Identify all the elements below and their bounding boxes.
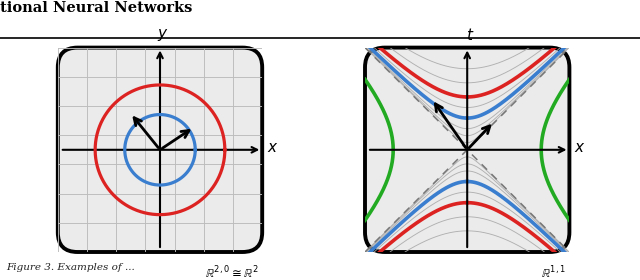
- FancyBboxPatch shape: [58, 48, 262, 252]
- Text: $y$: $y$: [157, 27, 168, 43]
- Text: tional Neural Networks: tional Neural Networks: [0, 1, 193, 15]
- Text: $\mathbb{R}^{1,1}$: $\mathbb{R}^{1,1}$: [541, 265, 566, 280]
- Text: $\mathbb{R}^{2,0} \cong \mathbb{R}^2$: $\mathbb{R}^{2,0} \cong \mathbb{R}^2$: [205, 265, 259, 280]
- Text: Figure 3. Examples of ...: Figure 3. Examples of ...: [6, 263, 135, 272]
- Text: $x$: $x$: [574, 141, 586, 155]
- Text: $x$: $x$: [267, 141, 278, 155]
- Text: $t$: $t$: [466, 27, 474, 43]
- FancyBboxPatch shape: [365, 48, 570, 252]
